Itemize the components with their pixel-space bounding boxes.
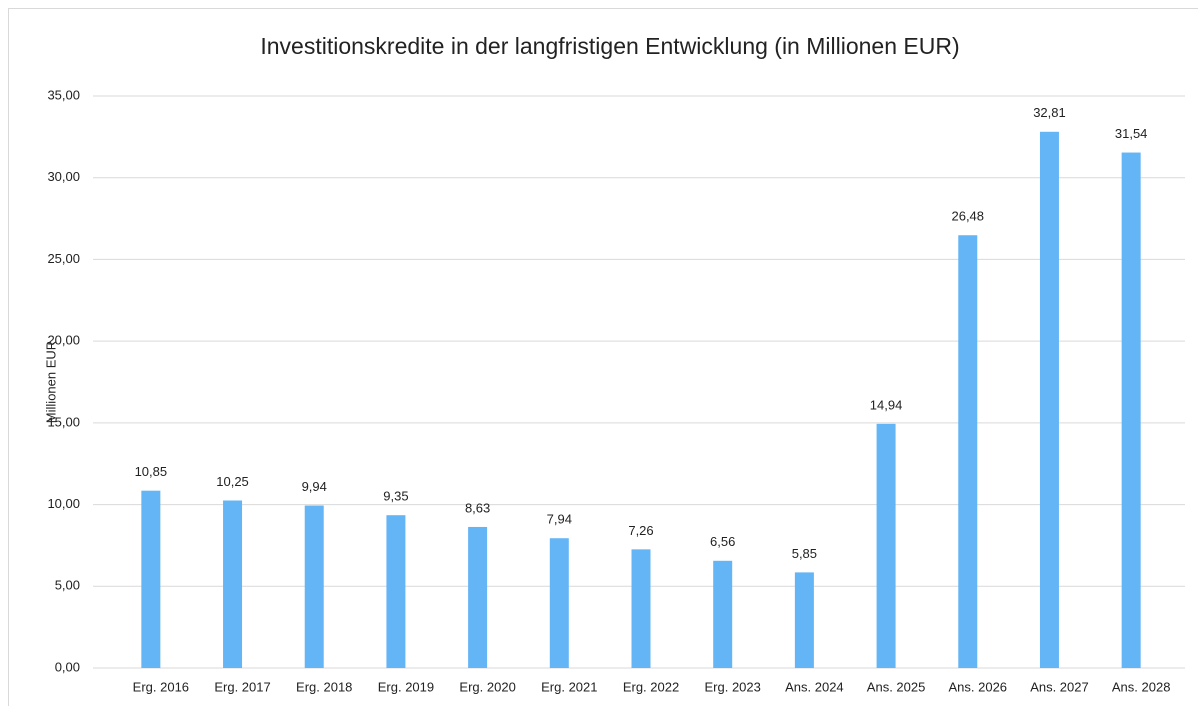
bar [141, 490, 161, 668]
data-label: 7,94 [547, 512, 572, 527]
bar [713, 560, 733, 668]
data-label: 6,56 [710, 534, 735, 549]
x-tick-label: Erg. 2017 [214, 679, 270, 694]
bar [304, 505, 324, 668]
data-label: 10,25 [216, 474, 249, 489]
bar [876, 423, 896, 668]
data-label: 5,85 [792, 546, 817, 561]
x-tick-label: Erg. 2023 [705, 679, 761, 694]
data-label: 8,63 [465, 500, 490, 515]
bar [386, 515, 406, 668]
chart-title: Investitionskredite in der langfristigen… [260, 33, 959, 59]
x-tick-label: Erg. 2021 [541, 679, 597, 694]
y-tick-label: 35,00 [47, 87, 80, 102]
y-tick-label: 10,00 [47, 496, 80, 511]
data-label: 26,48 [951, 209, 984, 224]
x-tick-label: Ans. 2024 [785, 679, 844, 694]
bar [1039, 131, 1059, 668]
data-label: 14,94 [870, 397, 903, 412]
data-label: 9,35 [383, 489, 408, 504]
bar [1121, 152, 1141, 669]
bar [631, 549, 651, 668]
data-label: 9,94 [302, 479, 327, 494]
y-tick-label: 5,00 [55, 578, 80, 593]
y-axis-label: Millionen EUR [43, 341, 58, 423]
x-tick-label: Erg. 2019 [378, 679, 434, 694]
x-tick-label: Erg. 2018 [296, 679, 352, 694]
x-tick-label: Erg. 2020 [459, 679, 515, 694]
x-tick-label: Ans. 2027 [1030, 679, 1089, 694]
bar [549, 538, 569, 668]
chart-frame [8, 8, 1198, 706]
bar [958, 235, 978, 668]
y-tick-label: 25,00 [47, 251, 80, 266]
data-label: 31,54 [1115, 126, 1148, 141]
data-label: 7,26 [628, 523, 653, 538]
y-tick-label: 0,00 [55, 659, 80, 674]
y-tick-label: 20,00 [47, 333, 80, 348]
data-label: 32,81 [1033, 105, 1066, 120]
x-tick-label: Ans. 2026 [948, 679, 1007, 694]
x-tick-label: Erg. 2016 [133, 679, 189, 694]
x-tick-label: Erg. 2022 [623, 679, 679, 694]
x-tick-label: Ans. 2025 [867, 679, 926, 694]
bar [223, 500, 243, 668]
bar [794, 572, 814, 668]
x-tick-label: Ans. 2028 [1112, 679, 1171, 694]
y-tick-label: 30,00 [47, 169, 80, 184]
bar [468, 526, 488, 668]
data-label: 10,85 [135, 464, 168, 479]
y-tick-label: 15,00 [47, 414, 80, 429]
